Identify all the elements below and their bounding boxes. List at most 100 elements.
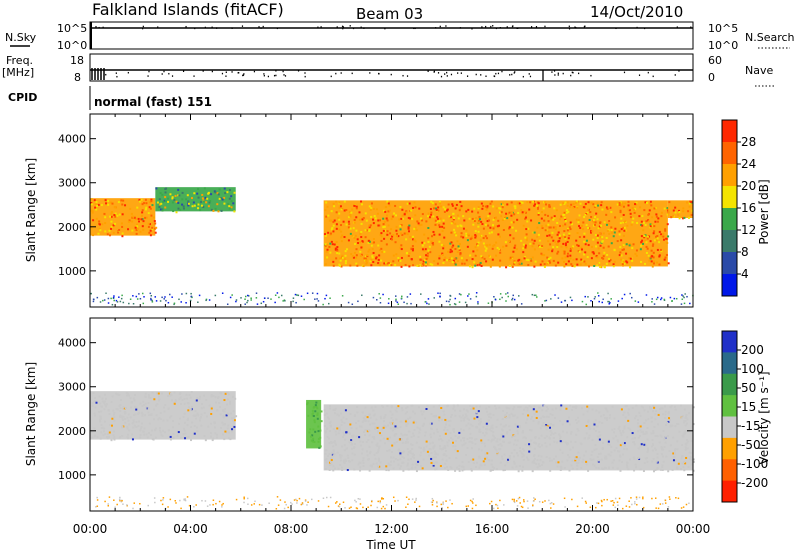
power-echo-cell — [338, 263, 341, 266]
velocity-echo-cell — [592, 428, 595, 431]
velocity-echo-cell — [638, 434, 641, 437]
velocity-echo-cell — [414, 463, 417, 466]
velocity-echo-cell — [684, 415, 687, 418]
velocity-echo-cell — [377, 459, 380, 462]
velocity-echo-cell — [112, 430, 115, 433]
velocity-echo-cell — [413, 454, 416, 457]
power-echo-cell — [452, 218, 455, 221]
velocity-echoes — [90, 391, 695, 510]
velocity-echo-cell — [350, 447, 353, 450]
velocity-noise-cell — [634, 502, 636, 505]
velocity-echo-cell — [580, 466, 583, 469]
power-echo-cell — [349, 215, 352, 218]
velocity-echo-cell — [331, 451, 334, 454]
velocity-echo-cell — [312, 437, 315, 440]
power-noise-cell — [244, 298, 246, 300]
velocity-echo-cell — [362, 462, 365, 465]
power-echo-cell — [449, 216, 452, 219]
velocity-echo-cell — [595, 425, 598, 428]
velocity-echo-cell — [372, 409, 375, 412]
velocity-noise-cell — [465, 505, 468, 508]
power-echo-cell — [390, 238, 393, 241]
power-echo-cell — [210, 193, 213, 196]
velocity-echo-cell — [524, 437, 527, 440]
velocity-echo-cell — [466, 410, 469, 413]
velocity-echo-cell — [162, 419, 165, 422]
freq-point — [171, 75, 174, 77]
velocity-noise-cell — [169, 498, 172, 501]
power-echo-cell — [370, 202, 373, 205]
power-echo-cell — [365, 259, 368, 262]
velocity-echo-cell — [606, 417, 609, 420]
power-echo-cell — [494, 217, 497, 220]
velocity-echo-cell — [681, 444, 684, 447]
power-echo-cell — [382, 223, 385, 226]
power-echo-cell — [374, 257, 377, 260]
velocity-echo-cell — [556, 465, 559, 468]
velocity-noise-cell — [118, 498, 121, 501]
power-echo-cell — [645, 220, 648, 223]
velocity-echo-cell — [231, 428, 234, 431]
velocity-echo-cell — [188, 406, 191, 409]
velocity-echo-cell — [559, 465, 562, 468]
velocity-echo-cell — [423, 446, 426, 449]
freq-point — [528, 73, 530, 75]
power-echo-cell — [537, 206, 540, 209]
velocity-echo-cell — [406, 464, 409, 467]
power-echo-cell — [323, 233, 326, 236]
velocity-echo-cell — [391, 419, 394, 422]
nsky-point — [363, 27, 365, 29]
power-echo-cell — [385, 261, 388, 264]
power-noise-cell — [110, 297, 112, 300]
power-noise-cell — [256, 303, 259, 305]
freq-point — [115, 72, 117, 74]
velocity-noise-cell — [631, 503, 633, 506]
power-echo-cell — [397, 256, 400, 259]
velocity-echo-cell — [361, 452, 364, 455]
power-echo-cell — [550, 217, 553, 220]
power-echo-cell — [468, 265, 471, 268]
power-echo-cell — [563, 211, 566, 214]
power-noise-cell — [645, 294, 648, 296]
velocity-echo-cell — [540, 455, 543, 458]
power-echo-cell — [395, 225, 398, 228]
power-echo-cell — [340, 236, 343, 239]
power-echo-cell — [553, 215, 556, 218]
velocity-echo-cell — [202, 406, 205, 409]
power-echo-cell — [143, 202, 146, 205]
power-echo-cell — [98, 220, 101, 223]
velocity-echo-cell — [594, 443, 597, 446]
power-echo-cell — [644, 201, 647, 204]
velocity-echo-cell — [565, 431, 568, 434]
power-echo-cell — [329, 232, 332, 235]
power-echo-cell — [442, 206, 445, 209]
power-noise-cell — [469, 298, 472, 300]
power-echo-cell — [108, 229, 111, 232]
power-echo-cell — [594, 204, 597, 207]
velocity-echo-cell — [533, 461, 536, 464]
velocity-echo-cell — [369, 464, 372, 467]
power-noise-cell — [141, 292, 144, 295]
power-noise-cell — [328, 302, 330, 305]
velocity-echo-cell — [478, 430, 481, 433]
velocity-echo-cell — [518, 464, 521, 467]
velocity-echo-cell — [340, 454, 343, 457]
power-echo-cell — [645, 245, 648, 248]
power-echo-cell — [228, 197, 231, 200]
velocity-echo-cell — [91, 402, 94, 405]
velocity-echo-cell — [415, 421, 418, 424]
velocity-echo-cell — [574, 418, 577, 421]
power-echo-cell — [476, 243, 479, 246]
power-echo-cell — [467, 208, 470, 211]
power-echo-cell — [335, 241, 338, 244]
power-echo-cell — [500, 203, 503, 206]
velocity-echo-cell — [672, 436, 675, 439]
power-echo-cell — [484, 205, 487, 208]
velocity-echo-cell — [672, 459, 675, 462]
velocity-echo-cell — [407, 430, 410, 433]
freq-point — [457, 72, 459, 74]
power-colorbar-tick-label: 16 — [741, 201, 756, 215]
power-colorbar-segment — [722, 120, 737, 143]
velocity-echo-cell — [434, 461, 437, 464]
velocity-echo-cell — [195, 414, 198, 417]
